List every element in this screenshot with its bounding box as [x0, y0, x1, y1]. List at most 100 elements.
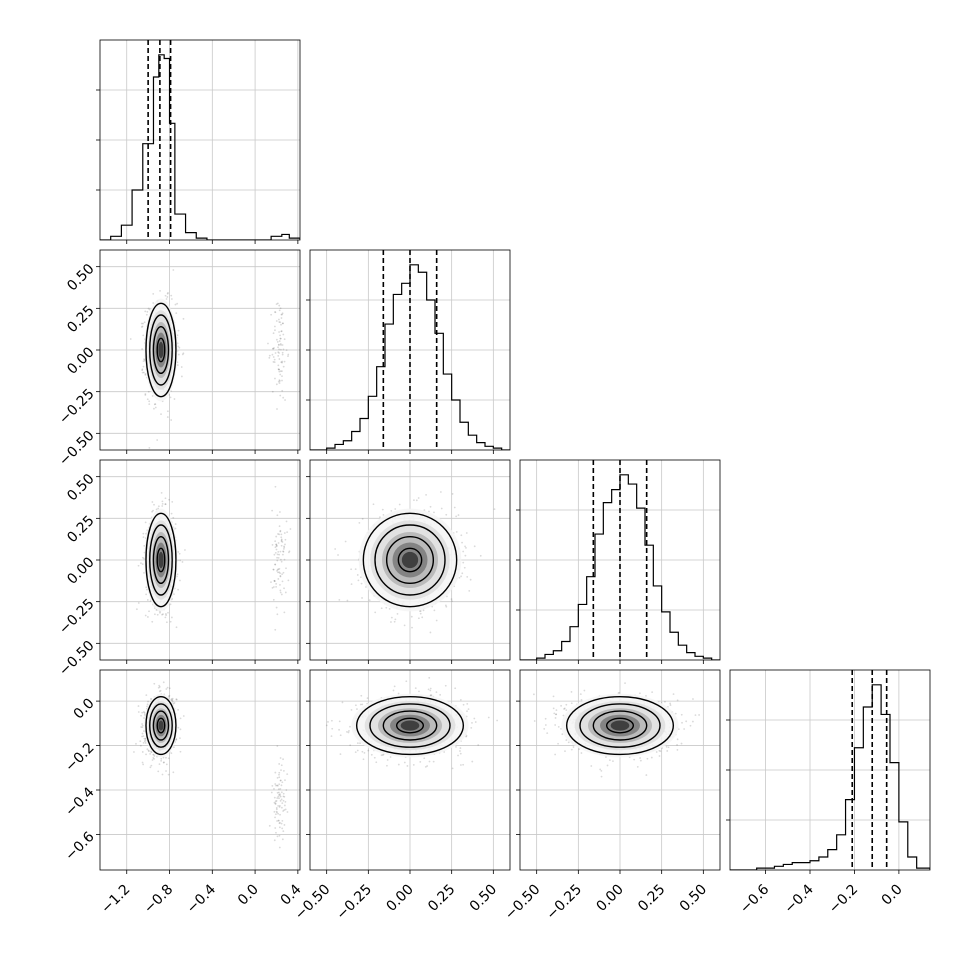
scatter-point [273, 358, 276, 361]
scatter-point [274, 800, 277, 803]
scatter-panel-p1-p2: −0.50−0.250.000.250.50 [56, 249, 301, 469]
scatter-point [281, 344, 284, 346]
scatter-point [466, 710, 468, 713]
scatter-point [162, 681, 165, 684]
scatter-point [286, 811, 289, 813]
scatter-point [171, 700, 174, 703]
contour-line [145, 695, 177, 756]
contour-line [145, 512, 177, 608]
scatter-point [277, 795, 280, 798]
scatter-point [171, 697, 174, 700]
contour-line [374, 524, 446, 596]
scatter-point [286, 773, 289, 776]
scatter-point [426, 765, 429, 767]
scatter-point [280, 323, 282, 326]
scatter-point [270, 313, 273, 316]
scatter-point [281, 541, 284, 543]
scatter-point [152, 293, 155, 295]
scatter-point [421, 616, 424, 619]
scatter-point [280, 313, 283, 316]
scatter-point [149, 766, 152, 769]
scatter-point [279, 813, 281, 816]
scatter-point [361, 703, 364, 706]
scatter-point [276, 797, 279, 799]
scatter-point [161, 505, 164, 507]
scatter-point [460, 575, 462, 578]
scatter-point [361, 597, 363, 599]
scatter-point [272, 347, 275, 350]
hist-panel-p1 [96, 39, 301, 244]
scatter-point [153, 403, 156, 406]
scatter-point [143, 557, 145, 560]
contour-line [362, 512, 458, 608]
scatter-point [287, 355, 289, 358]
scatter-point [360, 582, 363, 585]
scatter-point [274, 546, 277, 549]
scatter-point [277, 368, 280, 370]
scatter-point [281, 781, 284, 784]
scatter-point [147, 390, 150, 393]
scatter-point [284, 399, 286, 401]
scatter-point [459, 752, 462, 755]
contour-line [152, 710, 170, 741]
scatter-point [356, 742, 359, 745]
scatter-point [277, 355, 280, 357]
y-tick-label: −0.6 [62, 829, 97, 864]
scatter-point [356, 749, 359, 752]
scatter-point [281, 322, 284, 325]
scatter-point [147, 749, 150, 752]
scatter-point [279, 550, 282, 553]
scatter-point [473, 717, 476, 720]
scatter-point [144, 614, 147, 617]
scatter-point [176, 334, 179, 337]
scatter-point [272, 356, 275, 358]
scatter-point [152, 753, 155, 756]
scatter-point [271, 543, 274, 546]
scatter-point [139, 740, 142, 743]
scatter-point [277, 343, 280, 346]
y-tick-label: 0.00 [64, 344, 97, 377]
scatter-point [356, 574, 359, 576]
scatter-point [280, 361, 283, 364]
scatter-point [424, 765, 427, 768]
scatter-point [278, 368, 280, 371]
scatter-panel-p1-p4: −1.2 −0.8 −0.4 0.0 0.4−0.6−0.4−0.20.0 [62, 669, 305, 917]
scatter-point [281, 312, 284, 315]
scatter-point [274, 827, 277, 829]
scatter-point [347, 731, 350, 734]
scatter-point [276, 559, 279, 562]
scatter-point [493, 508, 496, 511]
scatter-point [282, 396, 285, 399]
scatter-point [280, 330, 283, 333]
plot-area [310, 670, 510, 870]
scatter-point [279, 558, 282, 561]
scatter-point [278, 773, 280, 776]
scatter-point [403, 624, 406, 627]
scatter-point [451, 767, 454, 770]
hist-panel-p2 [306, 249, 511, 454]
scatter-point [160, 413, 162, 416]
scatter-point [143, 321, 146, 324]
scatter-point [455, 531, 458, 533]
scatter-point [334, 548, 337, 550]
scatter-point [354, 751, 357, 754]
scatter-point [277, 578, 280, 580]
scatter-point [466, 576, 469, 578]
x-tick-label: 0.0 [235, 882, 262, 909]
scatter-point [278, 567, 281, 570]
scatter-point [380, 754, 383, 757]
scatter-point [275, 784, 277, 787]
scatter-point [277, 556, 280, 559]
scatter-point [144, 310, 147, 313]
scatter-point [278, 344, 280, 346]
scatter-point [278, 340, 281, 342]
scatter-point [160, 759, 163, 762]
scatter-point [156, 613, 159, 616]
scatter-point [141, 711, 144, 714]
scatter-point [280, 540, 283, 543]
scatter-point [465, 735, 467, 738]
scatter-point [274, 540, 277, 543]
scatter-point [141, 348, 144, 350]
scatter-point [275, 831, 277, 834]
scatter-point [274, 352, 277, 354]
